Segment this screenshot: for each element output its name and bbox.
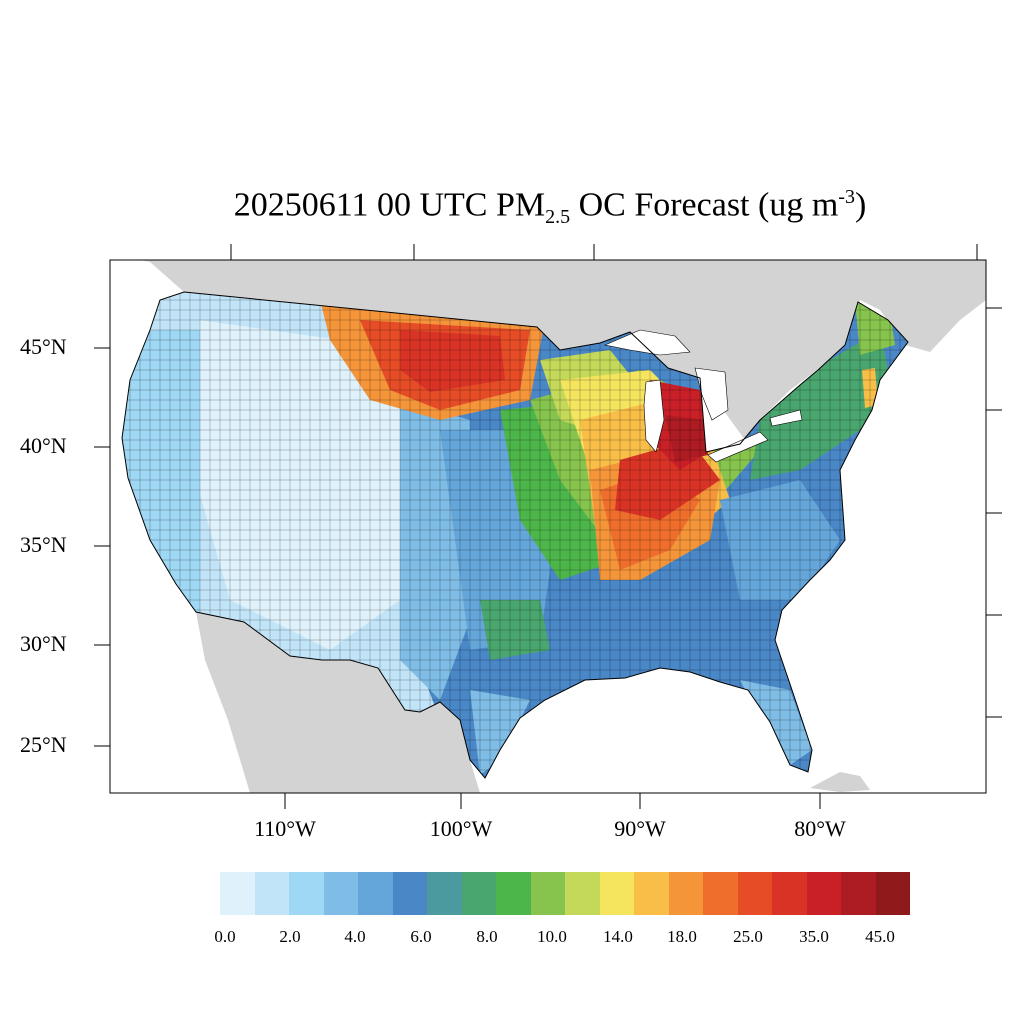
colorbar-swatch: [496, 872, 531, 915]
colorbar-tick: 0.0: [214, 927, 236, 946]
colorbar-swatch: [427, 872, 462, 915]
colorbar-tick: 10.0: [537, 927, 567, 946]
colorbar-swatch: [289, 872, 324, 915]
lat-label-25n: 25°N: [20, 732, 67, 757]
colorbar: [220, 872, 910, 915]
cuba-land: [810, 772, 870, 792]
lat-label-45n: 45°N: [20, 334, 67, 359]
colorbar-swatch: [358, 872, 393, 915]
lon-label-110w: 110°W: [254, 816, 316, 841]
field-michigan-darkred: [665, 415, 708, 462]
canada-land: [140, 260, 986, 440]
lake-ontario: [769, 409, 803, 427]
lake-michigan: [643, 379, 665, 453]
map-frame: [109, 259, 987, 794]
map-title: 20250611 00 UTC PM2.5 OC Forecast (ug m-…: [0, 186, 1024, 229]
title-suffix: ): [854, 186, 867, 224]
title-prefix: 20250611 00 UTC PM: [233, 186, 546, 224]
colorbar-tick: 35.0: [799, 927, 829, 946]
title-superscript: -3: [838, 186, 855, 208]
field-north-plains-darkred: [400, 330, 505, 392]
colorbar-tick: 6.0: [410, 927, 432, 946]
lon-label-90w: 90°W: [614, 816, 666, 841]
colorbar-tick: 8.0: [476, 927, 498, 946]
colorbar-tick: 25.0: [733, 927, 763, 946]
colorbar-swatch: [634, 872, 669, 915]
colorbar-swatch: [772, 872, 807, 915]
colorbar-swatch: [220, 872, 255, 915]
lon-label-80w: 80°W: [794, 816, 846, 841]
colorbar-tick: 18.0: [667, 927, 697, 946]
colorbar-tick: 2.0: [279, 927, 301, 946]
axis-ticks: [94, 244, 1002, 809]
field-intermountain: [190, 320, 420, 650]
colorbar-swatch: [565, 872, 600, 915]
colorbar-swatch: [599, 872, 634, 915]
colorbar-swatch: [392, 872, 427, 915]
us-outline: [121, 291, 909, 779]
lake-erie: [707, 431, 769, 463]
lake-superior: [603, 329, 691, 356]
colorbar-swatch: [806, 872, 841, 915]
lon-label-100w: 100°W: [429, 816, 493, 841]
colorbar-tick: 4.0: [344, 927, 366, 946]
title-subscript: 2.5: [545, 206, 571, 229]
colorbar-swatch: [703, 872, 738, 915]
mexico-land: [196, 612, 480, 793]
colorbar-tick: 45.0: [865, 927, 895, 946]
title-middle: OC Forecast (ug m: [570, 186, 839, 224]
colorbar-swatch: [737, 872, 772, 915]
lat-label-35n: 35°N: [20, 532, 67, 557]
colorbar-swatch: [841, 872, 876, 915]
colorbar-swatch: [668, 872, 703, 915]
colorbar-swatch: [875, 872, 910, 915]
lat-label-30n: 30°N: [20, 631, 67, 656]
colorbar-tick: 14.0: [603, 927, 633, 946]
lat-label-40n: 40°N: [20, 433, 67, 458]
great-lakes: [603, 329, 803, 463]
field-florida: [740, 680, 812, 765]
colorbar-swatch: [254, 872, 289, 915]
colorbar-swatch: [461, 872, 496, 915]
colorbar-swatch: [323, 872, 358, 915]
colorbar-swatch: [530, 872, 565, 915]
